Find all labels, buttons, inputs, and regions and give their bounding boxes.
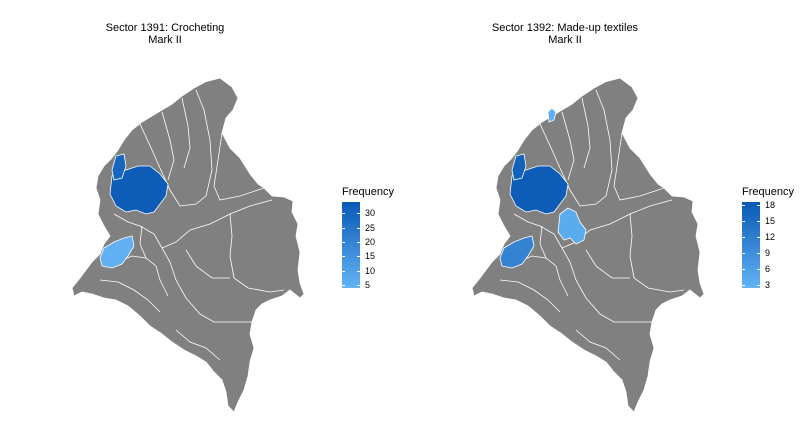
legend-colorbar: [742, 202, 760, 288]
legend-tick-label: 12: [765, 231, 776, 242]
legend-tick-mark: [342, 285, 345, 287]
legend-tick-mark: [357, 242, 360, 244]
legend-tick-mark: [742, 220, 745, 222]
department-borders: [499, 89, 685, 361]
legend: Frequency 3 6 9 12 15 18: [742, 186, 800, 296]
panel-subtitle: Mark II: [548, 34, 582, 46]
map-panel-sector-1392: Sector 1392: Made-up textiles Mark II Fr…: [400, 0, 800, 421]
choropleth-map: [471, 77, 705, 413]
choropleth-map: [71, 77, 305, 413]
legend-tick-label: 15: [765, 215, 776, 226]
department-valle: [99, 235, 135, 269]
legend-tick-label: 15: [365, 251, 376, 262]
department-cundinamarca: [557, 207, 587, 245]
legend-tick-mark: [757, 285, 760, 287]
legend-tick-label: 3: [765, 280, 771, 291]
legend-tick-mark: [357, 270, 360, 272]
legend-tick-mark: [342, 270, 345, 272]
department-choco-north: [111, 153, 127, 181]
department-antioquia: [109, 165, 169, 215]
map-panel-sector-1391: Sector 1391: Crocheting Mark II Frequenc…: [0, 22, 402, 413]
legend-tick-mark: [742, 285, 745, 287]
panel-title-line1: Sector 1391: Crocheting: [105, 22, 225, 34]
legend-tick-mark: [357, 227, 360, 229]
legend-tick-mark: [357, 256, 360, 258]
country-outline: [471, 77, 705, 413]
panel-title-line1: Sector 1392: Made-up textiles: [491, 22, 639, 34]
legend-tick-label: 9: [765, 248, 771, 259]
panel-subtitle: Mark II: [148, 34, 182, 46]
highlighted-departments: [99, 153, 169, 269]
legend-tick-mark: [757, 220, 760, 222]
legend-tick-mark: [742, 236, 745, 238]
legend-tick-mark: [757, 269, 760, 271]
department-choco-north: [511, 153, 527, 181]
highlighted-departments: [499, 107, 587, 269]
legend-tick-mark: [342, 256, 345, 258]
department-valle: [499, 235, 535, 269]
legend-tick-label: 30: [365, 208, 376, 219]
legend-tick-label: 6: [765, 264, 771, 275]
department-borders: [99, 89, 285, 361]
legend: Frequency 5 10 15 20 25 30: [342, 186, 402, 296]
legend-tick-mark: [357, 213, 360, 215]
legend-tick-label: 10: [365, 265, 376, 276]
panel-title: Sector 1392: Made-up textiles Mark II: [400, 22, 730, 46]
legend-tick-mark: [357, 285, 360, 287]
legend-tick-mark: [742, 204, 745, 206]
legend-title: Frequency: [742, 186, 794, 198]
legend-tick-label: 20: [365, 237, 376, 248]
legend-tick-mark: [342, 242, 345, 244]
legend-tick-mark: [757, 253, 760, 255]
country-outline: [71, 77, 305, 413]
legend-colorbar: [342, 202, 360, 288]
panel-title: Sector 1391: Crocheting Mark II: [0, 22, 330, 46]
legend-tick-label: 18: [765, 199, 776, 210]
legend-tick-mark: [757, 204, 760, 206]
legend-tick-mark: [342, 227, 345, 229]
legend-tick-label: 25: [365, 222, 376, 233]
department-antioquia: [509, 165, 569, 215]
legend-tick-mark: [342, 213, 345, 215]
department-atlantico: [547, 107, 557, 123]
legend-title: Frequency: [342, 186, 394, 198]
legend-tick-label: 5: [365, 280, 371, 291]
legend-tick-mark: [757, 236, 760, 238]
legend-tick-mark: [742, 253, 745, 255]
legend-tick-mark: [742, 269, 745, 271]
